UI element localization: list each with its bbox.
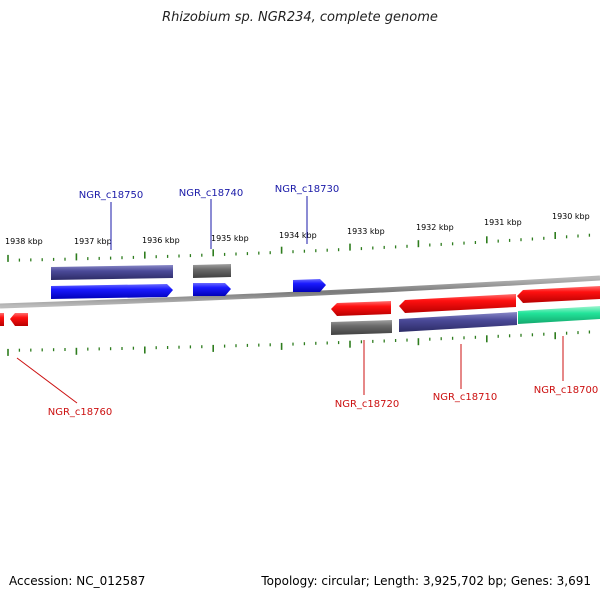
genome-stats-text: Topology: circular; Length: 3,925,702 bp… bbox=[261, 574, 591, 588]
ruler-label: 1933 kbp bbox=[347, 227, 385, 236]
ruler-labels: 1938 kbp 1937 kbp 1936 kbp 1935 kbp 1934… bbox=[5, 212, 590, 246]
label-leaders bbox=[16, 196, 564, 404]
gene-arrow-ngr-c18760-part[interactable] bbox=[10, 313, 28, 326]
gene-track-reverse bbox=[0, 286, 600, 326]
genome-backbone bbox=[0, 275, 600, 309]
gene-label[interactable]: NGR_c18750 bbox=[79, 190, 144, 201]
gene-arrow-ngr-c18750[interactable] bbox=[51, 284, 173, 299]
gene-label[interactable]: NGR_c18740 bbox=[179, 188, 244, 199]
gene-label[interactable]: NGR_c18710 bbox=[433, 392, 498, 403]
cds-track-forward bbox=[51, 264, 231, 280]
inner-tick-ring bbox=[7, 330, 591, 356]
cds-feature[interactable] bbox=[51, 265, 173, 280]
cds-feature[interactable] bbox=[193, 264, 231, 278]
ruler-label: 1934 kbp bbox=[279, 231, 317, 240]
gene-labels: NGR_c18750 NGR_c18740 NGR_c18730 NGR_c18… bbox=[48, 184, 599, 418]
gene-arrow-ngr-c18720[interactable] bbox=[331, 301, 391, 316]
ruler-label: 1937 kbp bbox=[74, 237, 112, 246]
gene-arrow-ngr-c18700[interactable] bbox=[517, 286, 600, 303]
ruler-label: 1936 kbp bbox=[142, 236, 180, 245]
gene-label[interactable]: NGR_c18700 bbox=[534, 385, 599, 396]
cds-feature[interactable] bbox=[331, 320, 392, 335]
leader-line bbox=[16, 357, 78, 404]
map-title: Rhizobium sp. NGR234, complete genome bbox=[162, 10, 438, 25]
ruler-label: 1931 kbp bbox=[484, 218, 522, 227]
gene-arrow-ngr-c18710[interactable] bbox=[399, 294, 516, 313]
gene-label[interactable]: NGR_c18720 bbox=[335, 399, 400, 410]
gene-label[interactable]: NGR_c18730 bbox=[275, 184, 340, 195]
ruler-label: 1932 kbp bbox=[416, 223, 454, 232]
cds-feature[interactable] bbox=[518, 306, 600, 324]
ruler-label: 1935 kbp bbox=[211, 234, 249, 243]
gene-arrow-ngr-c18740[interactable] bbox=[193, 283, 231, 296]
ruler-label: 1930 kbp bbox=[552, 212, 590, 221]
accession-text: Accession: NC_012587 bbox=[9, 574, 146, 588]
gene-arrow-ngr-c18730[interactable] bbox=[293, 279, 326, 292]
cds-feature[interactable] bbox=[399, 312, 517, 332]
outer-tick-ring bbox=[7, 232, 591, 262]
gene-track-forward bbox=[51, 279, 326, 299]
gene-label[interactable]: NGR_c18760 bbox=[48, 407, 113, 418]
ruler-label: 1938 kbp bbox=[5, 237, 43, 246]
cds-track-reverse bbox=[331, 306, 600, 335]
gene-arrow-ngr-c18760[interactable] bbox=[0, 313, 4, 326]
